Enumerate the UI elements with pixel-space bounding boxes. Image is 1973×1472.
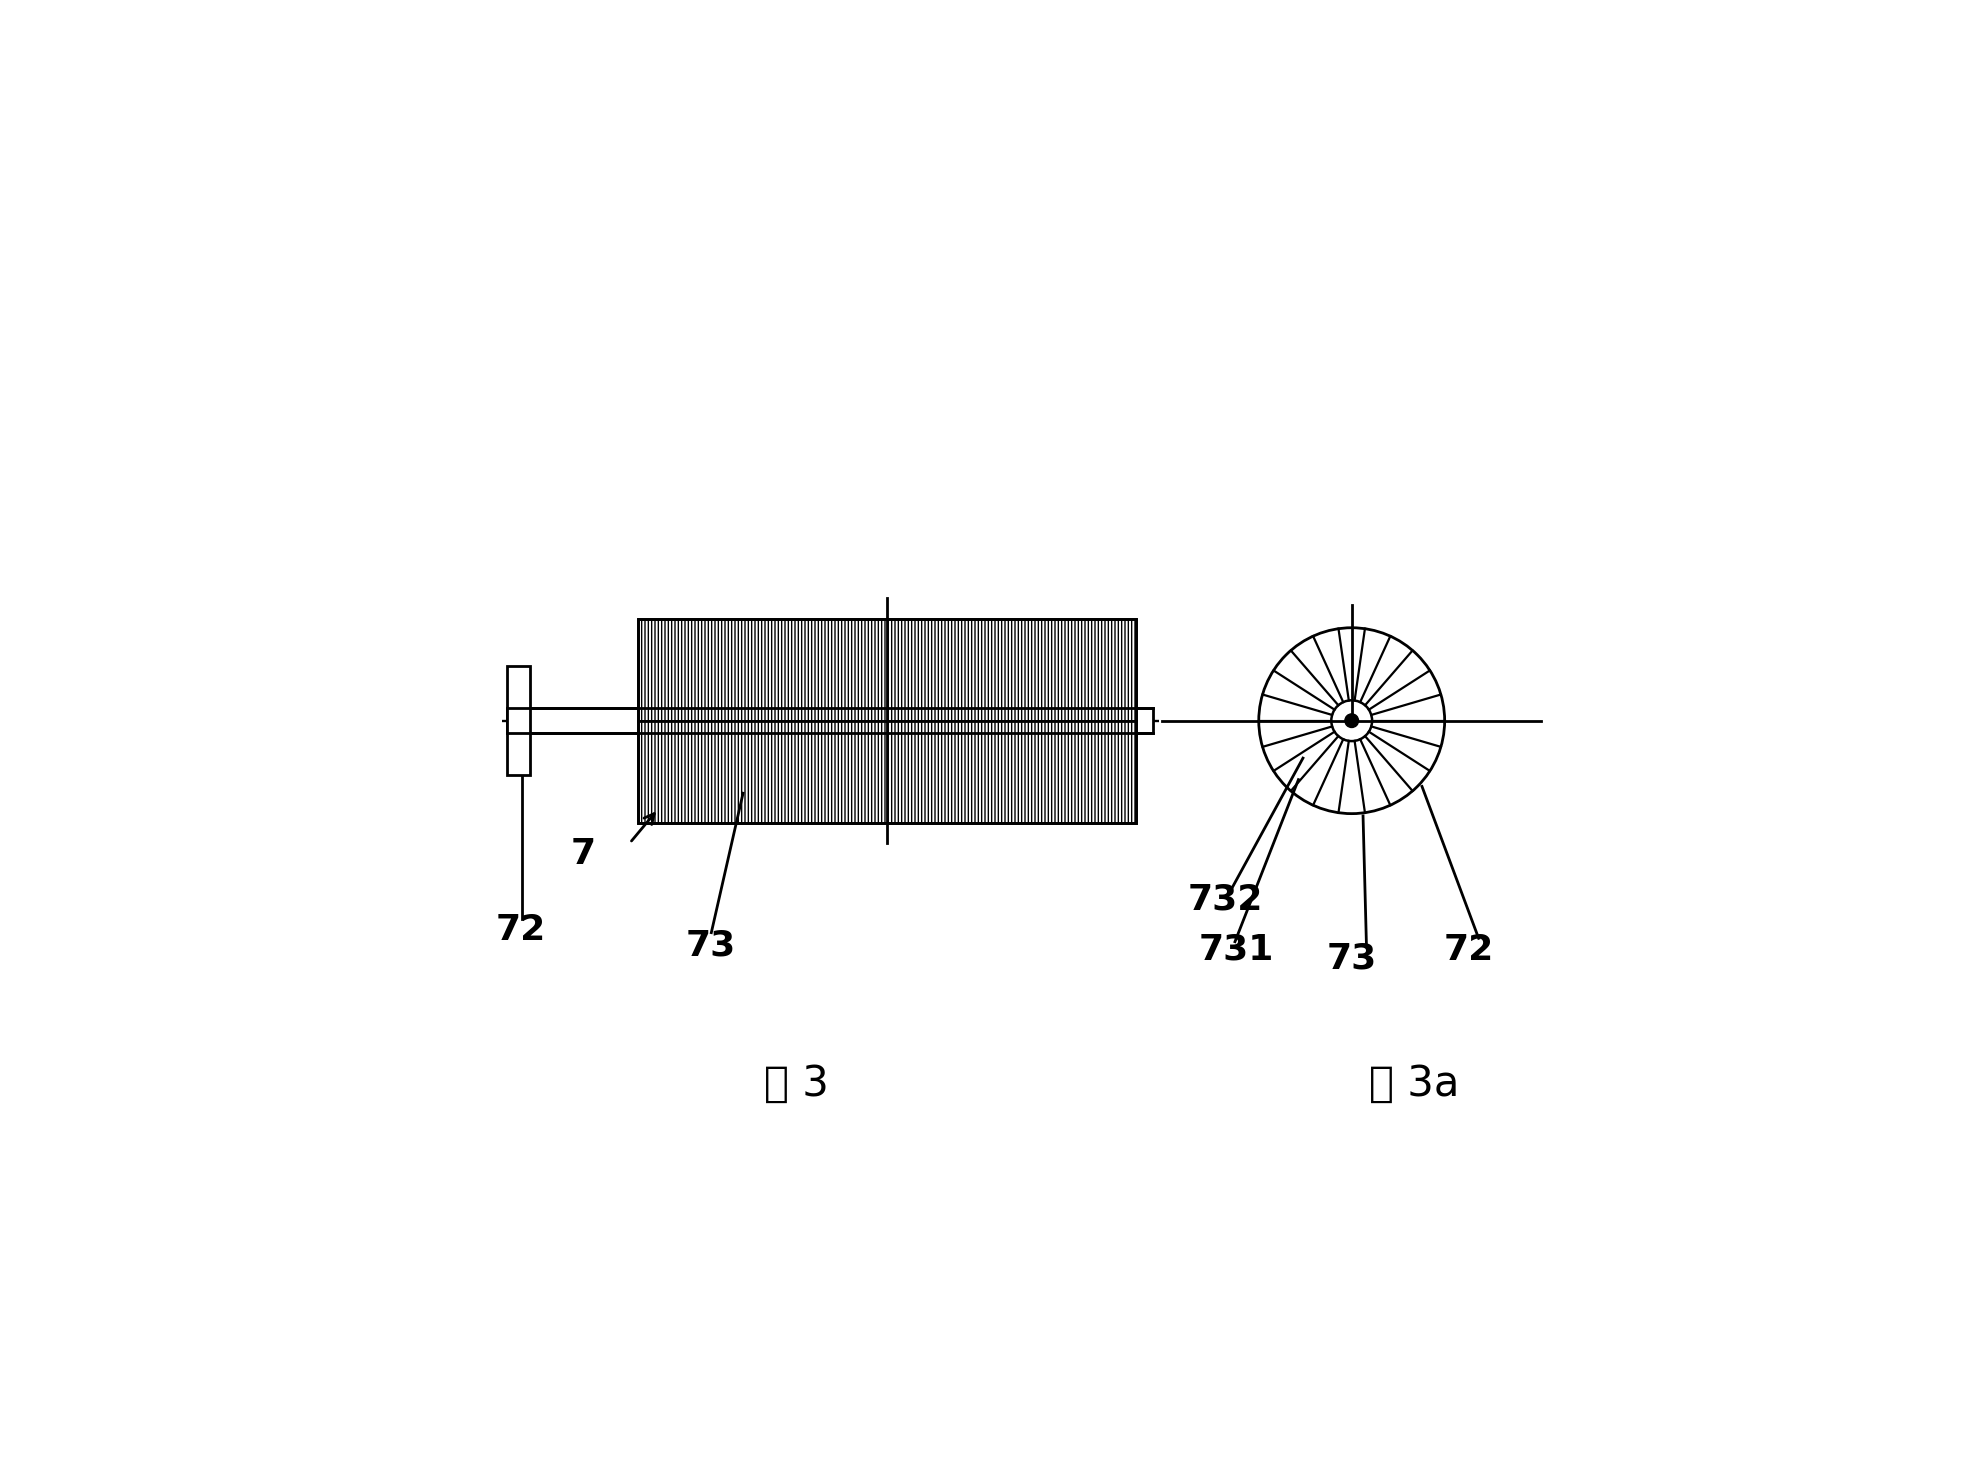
Text: 7: 7 <box>570 838 596 871</box>
Bar <box>637 618 1136 721</box>
Bar <box>507 667 529 776</box>
Bar <box>637 721 1136 823</box>
Text: 73: 73 <box>1326 942 1375 976</box>
Text: 图 3: 图 3 <box>764 1063 829 1104</box>
Text: 72: 72 <box>495 914 547 948</box>
Bar <box>507 708 1152 733</box>
Circle shape <box>1344 714 1357 727</box>
Text: 731: 731 <box>1198 933 1273 967</box>
Text: 73: 73 <box>685 929 736 963</box>
Text: 732: 732 <box>1186 883 1263 917</box>
Text: 72: 72 <box>1442 933 1494 967</box>
Text: 图 3a: 图 3a <box>1367 1063 1458 1104</box>
Bar <box>637 618 1136 823</box>
